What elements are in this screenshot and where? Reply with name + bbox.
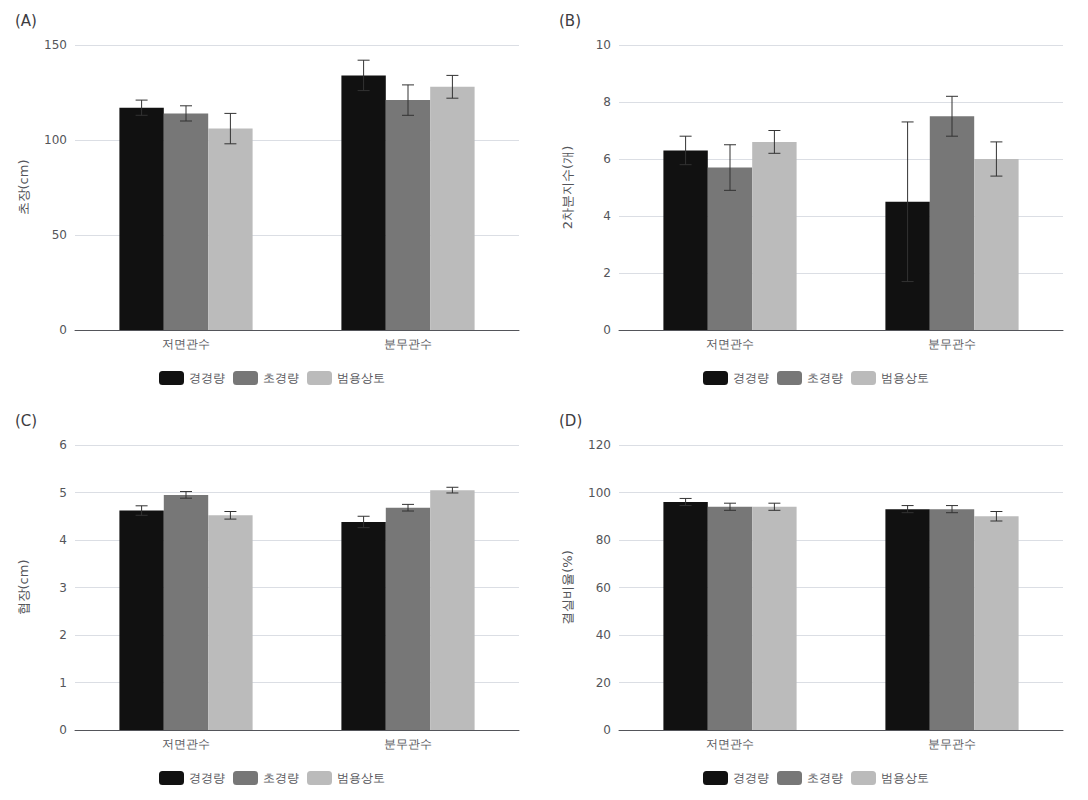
svg-text:2: 2: [603, 266, 611, 280]
svg-text:2: 2: [59, 628, 67, 642]
svg-text:(D): (D): [559, 412, 582, 430]
svg-text:3: 3: [59, 581, 67, 595]
svg-text:8: 8: [603, 95, 611, 109]
svg-text:5: 5: [59, 486, 67, 500]
svg-text:저면관수: 저면관수: [706, 337, 754, 351]
svg-text:저면관수: 저면관수: [162, 737, 210, 751]
svg-text:범용상토: 범용상토: [337, 371, 385, 385]
svg-text:20: 20: [596, 676, 611, 690]
svg-text:분무관수: 분무관수: [384, 737, 432, 751]
svg-text:(B): (B): [559, 12, 581, 30]
svg-text:범용상토: 범용상토: [881, 371, 929, 385]
svg-text:분무관수: 분무관수: [928, 337, 976, 351]
svg-text:120: 120: [588, 438, 611, 452]
svg-text:60: 60: [596, 581, 611, 595]
svg-text:0: 0: [603, 323, 611, 337]
svg-text:50: 50: [52, 228, 67, 242]
svg-text:저면관수: 저면관수: [706, 737, 754, 751]
svg-text:6: 6: [603, 152, 611, 166]
svg-text:40: 40: [596, 628, 611, 642]
svg-text:협장(cm): 협장(cm): [16, 560, 31, 616]
svg-text:80: 80: [596, 533, 611, 547]
svg-text:분무관수: 분무관수: [384, 337, 432, 351]
svg-text:초경량: 초경량: [263, 371, 299, 385]
svg-text:저면관수: 저면관수: [162, 337, 210, 351]
svg-text:초경량: 초경량: [807, 371, 843, 385]
svg-text:경경량: 경경량: [189, 371, 225, 385]
svg-text:4: 4: [603, 209, 611, 223]
svg-text:4: 4: [59, 533, 67, 547]
svg-text:초경량: 초경량: [263, 771, 299, 785]
svg-text:100: 100: [44, 133, 67, 147]
svg-text:150: 150: [44, 38, 67, 52]
svg-text:(C): (C): [15, 412, 37, 430]
svg-text:경경량: 경경량: [189, 771, 225, 785]
svg-text:0: 0: [59, 723, 67, 737]
svg-text:1: 1: [59, 676, 67, 690]
svg-text:(A): (A): [15, 12, 37, 30]
svg-text:범용상토: 범용상토: [881, 771, 929, 785]
svg-text:초장(cm): 초장(cm): [16, 160, 31, 216]
svg-text:경경량: 경경량: [733, 771, 769, 785]
svg-text:범용상토: 범용상토: [337, 771, 385, 785]
svg-text:100: 100: [588, 486, 611, 500]
svg-text:결실비율(%): 결실비율(%): [560, 550, 575, 625]
svg-text:초경량: 초경량: [807, 771, 843, 785]
svg-text:0: 0: [59, 323, 67, 337]
svg-text:6: 6: [59, 438, 67, 452]
svg-text:경경량: 경경량: [733, 371, 769, 385]
svg-text:분무관수: 분무관수: [928, 737, 976, 751]
svg-text:0: 0: [603, 723, 611, 737]
svg-text:2차분지수(개): 2차분지수(개): [560, 146, 575, 229]
svg-text:10: 10: [596, 38, 611, 52]
